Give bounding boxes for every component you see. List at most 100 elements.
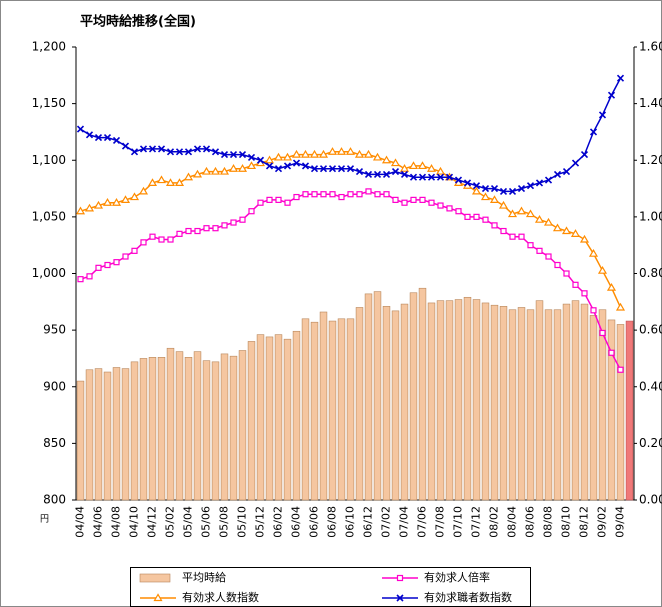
bar bbox=[166, 347, 175, 501]
legend-frame bbox=[130, 567, 531, 607]
point-marker bbox=[77, 276, 84, 283]
point-marker bbox=[606, 282, 617, 291]
legend-label: 有効求人数指数 bbox=[182, 590, 259, 604]
bar bbox=[391, 310, 400, 501]
point-marker bbox=[599, 329, 606, 337]
x-tick-label: 04/06 bbox=[92, 506, 105, 538]
point-marker bbox=[356, 191, 363, 198]
point-marker bbox=[518, 233, 525, 240]
point-marker bbox=[318, 149, 329, 158]
point-marker bbox=[464, 213, 471, 220]
legend-label: 平均時給 bbox=[182, 570, 226, 584]
chart-title: 平均時給推移(全国) bbox=[80, 14, 196, 30]
x-tick-label: 08/02 bbox=[488, 506, 501, 538]
bar bbox=[382, 306, 391, 501]
point-marker bbox=[535, 179, 544, 187]
point-marker bbox=[615, 302, 626, 311]
point-marker bbox=[482, 216, 489, 223]
point-marker bbox=[500, 227, 507, 235]
x-tick-label: 06/12 bbox=[362, 506, 375, 538]
point-marker bbox=[363, 149, 374, 158]
point-marker bbox=[481, 184, 490, 193]
point-marker bbox=[345, 147, 356, 155]
point-marker bbox=[580, 151, 589, 159]
point-marker bbox=[608, 349, 615, 356]
x-tick-label: 07/02 bbox=[380, 506, 393, 538]
point-marker bbox=[372, 152, 383, 161]
point-marker bbox=[507, 209, 518, 218]
bar bbox=[598, 309, 607, 501]
point-marker bbox=[157, 145, 166, 153]
point-marker bbox=[463, 179, 472, 187]
point-marker bbox=[212, 225, 219, 232]
point-marker bbox=[86, 273, 93, 280]
point-marker bbox=[112, 136, 121, 144]
point-marker bbox=[104, 261, 111, 269]
legend-label: 有効求人倍率 bbox=[424, 570, 490, 584]
point-marker bbox=[138, 186, 149, 195]
bar bbox=[571, 300, 580, 501]
x-tick-label: 08/10 bbox=[560, 506, 573, 538]
point-marker bbox=[293, 193, 300, 201]
bar bbox=[544, 309, 553, 501]
point-marker bbox=[131, 247, 138, 254]
x-tick-label: 08/08 bbox=[542, 506, 555, 538]
point-marker bbox=[336, 147, 347, 155]
y2-tick-label: 1.20 bbox=[639, 153, 662, 167]
point-marker bbox=[85, 131, 94, 139]
point-marker bbox=[570, 229, 581, 237]
point-marker bbox=[113, 259, 120, 266]
point-marker bbox=[408, 161, 419, 170]
y2-tick-label: 0.60 bbox=[639, 323, 662, 337]
point-marker bbox=[536, 247, 543, 254]
point-marker bbox=[283, 162, 292, 170]
bar bbox=[148, 357, 157, 501]
point-marker bbox=[543, 217, 554, 226]
point-marker bbox=[437, 202, 444, 209]
point-marker bbox=[309, 149, 320, 158]
point-marker bbox=[310, 165, 319, 173]
x-tick-label: 06/06 bbox=[308, 506, 321, 538]
point-marker bbox=[572, 281, 579, 288]
point-marker bbox=[354, 149, 365, 158]
point-marker bbox=[409, 173, 418, 181]
bar bbox=[157, 357, 166, 501]
point-marker bbox=[202, 145, 211, 153]
bar bbox=[337, 318, 346, 501]
point-marker bbox=[545, 253, 552, 260]
y2-tick-label: 0.00 bbox=[639, 493, 662, 507]
bar bbox=[193, 351, 202, 501]
bar bbox=[607, 319, 616, 501]
point-marker bbox=[210, 166, 221, 175]
point-marker bbox=[220, 151, 229, 159]
point-marker bbox=[365, 188, 372, 195]
point-marker bbox=[165, 178, 176, 186]
point-marker bbox=[273, 152, 284, 161]
bar bbox=[517, 307, 526, 501]
y-tick-label: 950 bbox=[43, 323, 66, 337]
point-marker bbox=[257, 199, 264, 206]
point-marker bbox=[383, 191, 390, 198]
x-tick-label: 05/08 bbox=[218, 506, 231, 538]
x-tick-label: 08/12 bbox=[578, 506, 591, 538]
point-marker bbox=[525, 209, 536, 218]
legend-swatch bbox=[139, 573, 171, 583]
point-marker bbox=[95, 264, 102, 271]
point-marker bbox=[111, 198, 122, 206]
point-marker bbox=[229, 151, 238, 159]
bar bbox=[625, 320, 634, 501]
point-marker bbox=[419, 196, 426, 203]
point-marker bbox=[228, 164, 239, 172]
bar bbox=[346, 318, 355, 501]
point-marker bbox=[122, 253, 129, 260]
point-marker bbox=[473, 213, 480, 220]
point-marker bbox=[563, 270, 570, 277]
point-marker bbox=[472, 182, 481, 190]
bar bbox=[76, 380, 85, 501]
point-marker bbox=[597, 265, 608, 274]
bar bbox=[220, 353, 229, 501]
point-marker bbox=[129, 192, 140, 201]
bar bbox=[139, 358, 148, 501]
